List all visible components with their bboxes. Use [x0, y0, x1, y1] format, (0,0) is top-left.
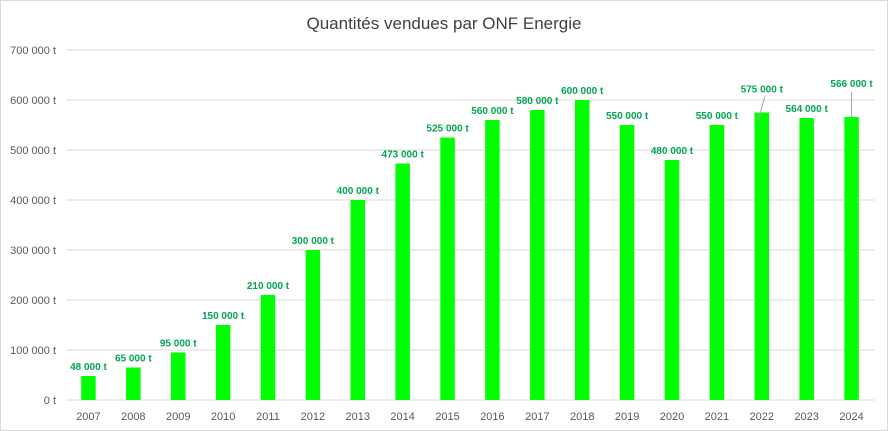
data-label: 480 000 t	[651, 146, 694, 157]
data-label: 95 000 t	[160, 339, 197, 350]
chart-title: Quantités vendues par ONF Energie	[307, 14, 582, 33]
bar	[709, 125, 725, 400]
data-label: 48 000 t	[70, 362, 107, 373]
data-label: 473 000 t	[382, 150, 425, 161]
gridlines	[66, 49, 874, 401]
y-tick-label: 300 000 t	[10, 245, 56, 257]
y-tick-label: 600 000 t	[10, 95, 56, 107]
y-tick-label: 100 000 t	[10, 345, 56, 357]
data-label: 210 000 t	[247, 281, 290, 292]
x-tick-label: 2016	[480, 411, 504, 423]
x-tick-label: 2009	[166, 411, 190, 423]
x-tick-label: 2018	[570, 411, 594, 423]
bar	[799, 118, 814, 400]
x-tick-label: 2015	[435, 411, 459, 423]
bar	[305, 250, 321, 400]
x-tick-label: 2017	[525, 411, 549, 423]
bar	[81, 376, 96, 400]
bar	[574, 100, 590, 400]
x-tick-label: 2022	[750, 411, 774, 423]
bar	[260, 295, 276, 400]
data-label: 550 000 t	[696, 111, 739, 122]
data-label: 400 000 t	[337, 186, 380, 197]
bar	[440, 137, 455, 400]
bar	[664, 160, 680, 400]
x-tick-label: 2021	[705, 411, 729, 423]
bar	[215, 325, 231, 400]
bar	[619, 125, 635, 400]
x-tick-label: 2012	[301, 411, 325, 423]
x-tick-label: 2020	[660, 411, 684, 423]
data-label: 560 000 t	[471, 106, 514, 117]
bar	[126, 367, 141, 400]
x-tick-label: 2019	[615, 411, 639, 423]
bar	[350, 200, 366, 400]
y-tick-label: 400 000 t	[10, 195, 56, 207]
y-tick-label: 200 000 t	[10, 295, 56, 307]
x-tick-label: 2024	[839, 411, 863, 423]
data-labels: 48 000 t 65 000 t 95 000 t 150 000 t 210 000…	[70, 79, 873, 373]
x-tick-label: 2023	[794, 411, 818, 423]
data-label: 300 000 t	[292, 236, 335, 247]
data-label-leader	[757, 96, 766, 123]
bar	[395, 163, 410, 400]
x-tick-label: 2010	[211, 411, 235, 423]
bar	[754, 112, 770, 400]
x-tick-label: 2013	[346, 411, 370, 423]
data-label: 550 000 t	[606, 111, 649, 122]
x-tick-label: 2011	[256, 411, 280, 423]
bars	[81, 100, 859, 400]
data-label: 525 000 t	[426, 124, 469, 135]
bar	[530, 110, 545, 400]
data-label: 566 000 t	[830, 79, 873, 90]
data-label: 150 000 t	[202, 311, 245, 322]
y-tick-label: 0 t	[44, 395, 56, 407]
data-label: 564 000 t	[786, 104, 829, 115]
data-label: 575 000 t	[741, 85, 784, 96]
y-tick-label: 700 000 t	[10, 45, 56, 57]
data-label: 580 000 t	[516, 96, 559, 107]
bar	[844, 117, 859, 400]
x-tick-label: 2007	[76, 411, 100, 423]
data-label: 600 000 t	[561, 86, 604, 97]
x-axis-ticks: 2007 2008 2009 2010 2011 2012 2013 2014 2015 2016…	[76, 411, 864, 423]
y-tick-label: 500 000 t	[10, 145, 56, 157]
y-axis-ticks: 0 t 100 000 t 200 000 t 300 000 t 400 000 t 5…	[10, 45, 56, 407]
x-tick-label: 2014	[390, 411, 414, 423]
x-tick-label: 2008	[121, 411, 145, 423]
data-label: 65 000 t	[115, 354, 152, 365]
bar	[485, 120, 500, 400]
bar	[170, 352, 186, 400]
